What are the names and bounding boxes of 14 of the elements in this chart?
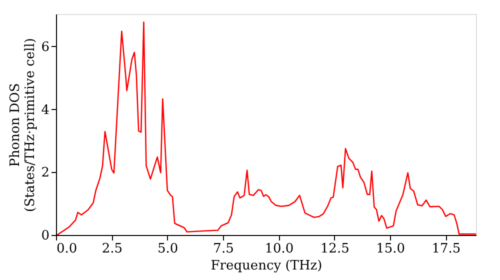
x-axis-title: Frequency (THz) [210,258,322,274]
x-tick-label: 2.5 [102,242,123,256]
x-tick-label: 17.5 [432,242,461,256]
x-tick-label: 5.0 [158,242,178,256]
x-tick-label: 7.5 [213,242,234,256]
x-tick-label: 0.0 [56,242,78,256]
y-tick-label: 2 [41,166,50,181]
y-tick-label: 4 [41,102,50,118]
x-tick-label: 10.0 [264,242,294,256]
y-tick-label: 0 [41,228,50,244]
y-tick-label: 6 [41,40,50,55]
x-tick-label: 15.0 [376,242,406,256]
y-axis-title: Phonon DOS (States/THz·primitive cell) [8,38,38,212]
x-tick-label: 12.5 [320,242,350,256]
